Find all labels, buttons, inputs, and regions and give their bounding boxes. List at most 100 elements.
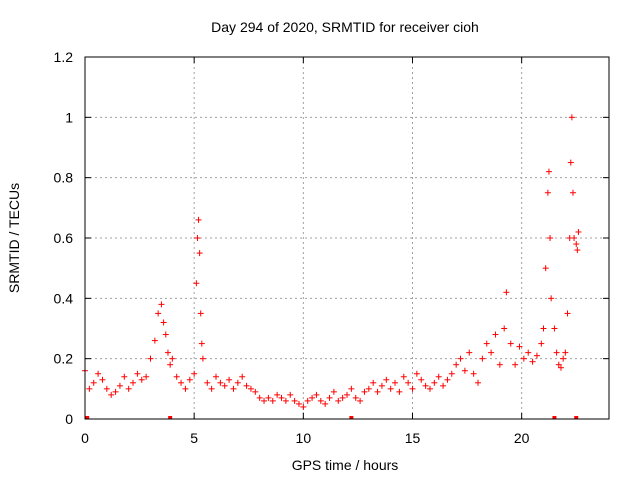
data-point <box>525 349 532 356</box>
data-point <box>555 361 562 368</box>
data-point <box>169 355 176 362</box>
data-point <box>392 379 399 386</box>
y-tick-label: 1.2 <box>54 49 74 65</box>
data-point <box>448 370 455 377</box>
data-point <box>95 370 102 377</box>
data-point <box>422 382 429 389</box>
data-point <box>265 394 272 401</box>
data-point <box>496 361 503 368</box>
data-point <box>413 370 420 377</box>
data-point <box>108 391 115 398</box>
data-point <box>562 349 569 356</box>
data-point <box>309 394 316 401</box>
data-point <box>230 385 237 392</box>
data-point <box>147 355 154 362</box>
y-axis-label: SRMTID / TECUs <box>6 183 22 293</box>
y-tick-label: 0.8 <box>54 170 74 186</box>
x-tick-label: 5 <box>190 430 198 446</box>
data-point <box>547 235 554 241</box>
data-point <box>457 355 464 362</box>
data-point <box>304 397 311 404</box>
data-point <box>125 385 132 392</box>
data-point <box>492 331 499 338</box>
data-point <box>548 295 555 302</box>
data-point <box>396 388 403 395</box>
x-axis-label: GPS time / hours <box>292 457 399 473</box>
data-point <box>90 379 97 386</box>
data-point <box>512 361 519 368</box>
data-point <box>221 382 228 389</box>
data-point <box>435 373 442 380</box>
data-point <box>335 397 342 404</box>
axis-ticks <box>84 56 609 420</box>
data-point <box>256 394 263 401</box>
data-point <box>440 382 447 389</box>
data-point <box>191 370 198 377</box>
x-tick-label: 20 <box>514 430 530 446</box>
data-point <box>217 379 224 386</box>
data-point <box>282 397 289 404</box>
data-point <box>418 376 425 383</box>
data-point <box>295 400 302 407</box>
data-point <box>352 394 359 401</box>
data-point <box>86 385 93 392</box>
data-point <box>503 289 510 296</box>
data-point <box>564 310 571 317</box>
data-point <box>197 310 204 317</box>
data-point <box>186 376 193 383</box>
data-point <box>405 379 412 386</box>
data-point <box>574 247 581 254</box>
data-point <box>252 388 259 395</box>
data-point <box>162 331 169 338</box>
data-point <box>243 382 250 389</box>
data-point <box>143 373 150 380</box>
data-point <box>182 385 189 392</box>
data-point <box>409 385 416 392</box>
data-point <box>571 235 578 241</box>
x-tick-label: 15 <box>405 430 421 446</box>
data-point <box>529 358 536 365</box>
data-point <box>569 189 576 196</box>
data-point <box>365 385 372 392</box>
data-point <box>208 385 215 392</box>
data-point <box>533 352 540 359</box>
data-point <box>573 241 580 248</box>
data-point <box>426 385 433 392</box>
data-point <box>431 379 438 386</box>
data-point <box>138 376 145 383</box>
data-point <box>516 343 523 350</box>
gridlines <box>85 57 609 419</box>
data-point <box>475 379 481 386</box>
data-point <box>193 280 200 287</box>
data-point <box>501 325 508 332</box>
data-point <box>322 400 329 407</box>
data-point <box>239 373 246 380</box>
data-point <box>178 379 185 386</box>
y-tick-label: 0.6 <box>54 230 74 246</box>
data-point <box>160 319 167 326</box>
data-point <box>553 349 560 356</box>
data-point <box>378 382 385 389</box>
data-point <box>557 364 564 371</box>
bottom-markers <box>85 416 579 419</box>
data-point <box>326 394 333 401</box>
data-point <box>344 391 350 398</box>
bottom-marker <box>574 416 579 419</box>
data-point <box>151 337 158 344</box>
data-point <box>520 355 527 362</box>
data-point <box>199 355 206 362</box>
data-point <box>317 397 324 404</box>
y-tick-labels: 0 0.2 0.4 0.6 0.8 1 1.2 <box>54 49 74 427</box>
data-point <box>134 370 141 377</box>
x-tick-labels: 0 5 10 15 20 <box>81 430 530 446</box>
data-point <box>466 349 473 356</box>
data-point <box>374 388 381 395</box>
y-tick-label: 0.2 <box>54 351 74 367</box>
data-point <box>567 159 574 166</box>
data-point <box>261 397 268 404</box>
data-point <box>479 355 486 362</box>
data-point <box>287 391 294 398</box>
data-point <box>400 373 407 380</box>
data-point <box>538 340 545 347</box>
data-point <box>99 376 106 383</box>
